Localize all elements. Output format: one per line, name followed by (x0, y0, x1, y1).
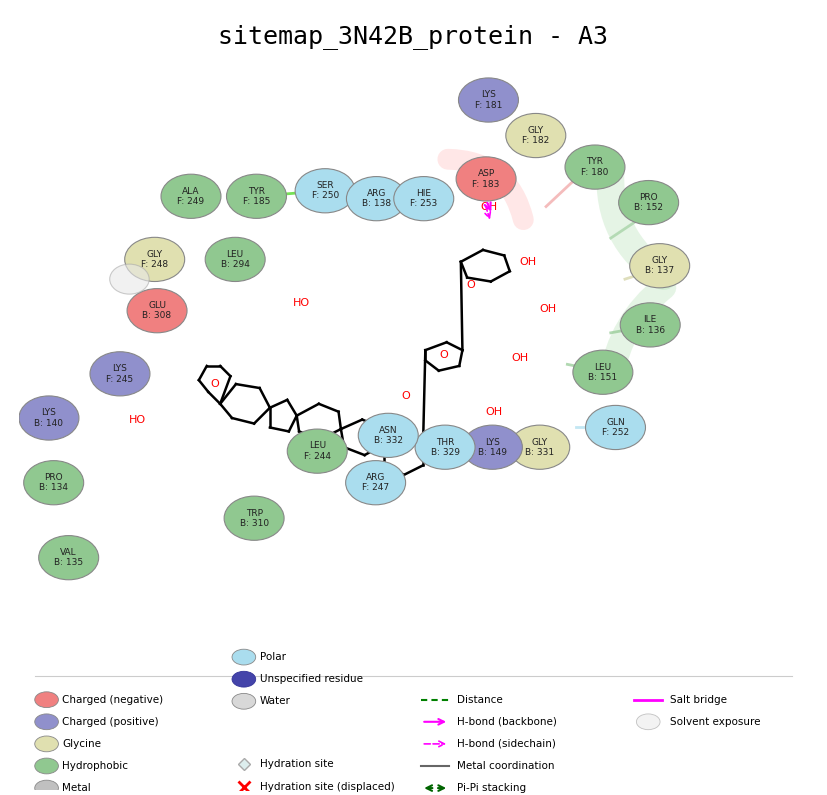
Text: VAL
B: 135: VAL B: 135 (54, 548, 84, 568)
Ellipse shape (35, 736, 59, 752)
Ellipse shape (637, 714, 660, 730)
Text: Hydration site: Hydration site (260, 759, 333, 770)
Ellipse shape (358, 413, 418, 457)
Text: Polar: Polar (260, 652, 285, 662)
Text: ASP
F: 183: ASP F: 183 (472, 169, 500, 188)
Text: OH: OH (485, 407, 503, 417)
Ellipse shape (619, 180, 679, 225)
Ellipse shape (24, 460, 84, 505)
Ellipse shape (394, 176, 454, 221)
Ellipse shape (232, 650, 256, 665)
Text: O: O (439, 350, 448, 360)
Text: H-bond (sidechain): H-bond (sidechain) (457, 739, 556, 749)
Ellipse shape (565, 145, 625, 189)
Text: THR
B: 329: THR B: 329 (431, 437, 460, 457)
Ellipse shape (509, 425, 570, 469)
Text: Charged (positive): Charged (positive) (62, 717, 159, 727)
Ellipse shape (295, 169, 355, 213)
Text: O: O (466, 281, 476, 290)
Ellipse shape (620, 303, 680, 347)
Ellipse shape (457, 157, 516, 201)
Text: Metal: Metal (62, 783, 91, 793)
Text: ASN
B: 332: ASN B: 332 (374, 425, 403, 445)
Ellipse shape (629, 243, 690, 288)
Text: GLU
B: 308: GLU B: 308 (142, 301, 172, 320)
Text: Salt bridge: Salt bridge (670, 695, 727, 704)
Ellipse shape (462, 425, 523, 469)
Text: OH: OH (511, 353, 528, 363)
Text: O: O (210, 379, 219, 389)
Ellipse shape (227, 174, 286, 219)
Ellipse shape (35, 758, 59, 774)
Ellipse shape (110, 264, 149, 294)
Ellipse shape (127, 289, 187, 333)
FancyArrowPatch shape (611, 287, 664, 378)
Text: Charged (negative): Charged (negative) (62, 695, 164, 704)
Text: ARG
F: 247: ARG F: 247 (362, 473, 390, 492)
Text: LEU
F: 244: LEU F: 244 (304, 441, 331, 461)
Text: ARG
B: 138: ARG B: 138 (362, 189, 391, 208)
Ellipse shape (506, 114, 566, 157)
Text: PRO
B: 152: PRO B: 152 (634, 193, 663, 212)
Text: Unspecified residue: Unspecified residue (260, 674, 362, 684)
Text: ALA
F: 249: ALA F: 249 (178, 187, 204, 206)
Ellipse shape (346, 460, 405, 505)
Ellipse shape (224, 496, 284, 541)
Text: Glycine: Glycine (62, 739, 102, 749)
Text: PRO
B: 134: PRO B: 134 (39, 473, 68, 492)
Ellipse shape (458, 78, 519, 122)
Text: HO: HO (129, 414, 146, 425)
Text: O: O (401, 391, 410, 401)
Text: OH: OH (539, 304, 557, 314)
Text: LYS
B: 140: LYS B: 140 (35, 409, 64, 428)
Text: LYS
F: 245: LYS F: 245 (107, 364, 133, 383)
Text: GLY
B: 331: GLY B: 331 (525, 437, 554, 457)
Text: Hydrophobic: Hydrophobic (62, 761, 128, 771)
Text: Metal coordination: Metal coordination (457, 761, 554, 771)
Text: OH: OH (480, 202, 497, 211)
Ellipse shape (287, 429, 347, 473)
Text: TRP
B: 310: TRP B: 310 (240, 509, 269, 528)
Text: GLY
F: 182: GLY F: 182 (522, 126, 549, 145)
Ellipse shape (161, 174, 221, 219)
FancyArrowPatch shape (448, 159, 523, 219)
Text: Solvent exposure: Solvent exposure (670, 717, 761, 727)
Text: LEU
B: 294: LEU B: 294 (221, 250, 250, 270)
Ellipse shape (573, 350, 633, 394)
Text: TYR
F: 185: TYR F: 185 (243, 187, 270, 206)
Text: LYS
F: 181: LYS F: 181 (475, 91, 502, 110)
Ellipse shape (35, 780, 59, 795)
Text: Pi-Pi stacking: Pi-Pi stacking (457, 783, 526, 793)
Text: LEU
B: 151: LEU B: 151 (588, 363, 618, 382)
Ellipse shape (347, 176, 406, 221)
Ellipse shape (35, 714, 59, 730)
Ellipse shape (586, 405, 646, 450)
Ellipse shape (125, 238, 184, 281)
Text: Water: Water (260, 696, 290, 706)
Text: H-bond (backbone): H-bond (backbone) (457, 717, 557, 727)
Text: ILE
B: 136: ILE B: 136 (636, 315, 665, 335)
Text: Hydration site (displaced): Hydration site (displaced) (260, 781, 394, 792)
Ellipse shape (232, 671, 256, 687)
Text: sitemap_3N42B_protein - A3: sitemap_3N42B_protein - A3 (218, 25, 609, 49)
Ellipse shape (35, 692, 59, 708)
Text: GLY
B: 137: GLY B: 137 (645, 256, 674, 275)
Text: TYR
F: 180: TYR F: 180 (581, 157, 609, 176)
Text: GLN
F: 252: GLN F: 252 (602, 418, 629, 437)
Text: LYS
B: 149: LYS B: 149 (478, 437, 507, 457)
Ellipse shape (19, 396, 79, 440)
FancyArrowPatch shape (610, 170, 664, 276)
Text: Distance: Distance (457, 695, 503, 704)
Ellipse shape (90, 351, 150, 396)
Ellipse shape (39, 536, 98, 580)
Text: OH: OH (519, 257, 537, 267)
Text: GLY
F: 248: GLY F: 248 (141, 250, 168, 270)
Ellipse shape (205, 238, 265, 281)
Text: SER
F: 250: SER F: 250 (312, 181, 339, 200)
Text: HO: HO (293, 298, 310, 308)
Ellipse shape (232, 693, 256, 709)
Text: HIE
F: 253: HIE F: 253 (410, 189, 437, 208)
Ellipse shape (415, 425, 475, 469)
